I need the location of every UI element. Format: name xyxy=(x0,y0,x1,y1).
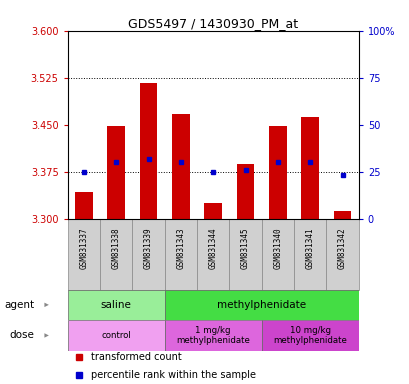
Text: methylphenidate: methylphenidate xyxy=(217,300,306,310)
FancyBboxPatch shape xyxy=(229,219,261,290)
Bar xyxy=(75,192,92,219)
FancyBboxPatch shape xyxy=(326,219,358,290)
Text: GSM831344: GSM831344 xyxy=(208,227,217,269)
FancyBboxPatch shape xyxy=(132,219,164,290)
FancyBboxPatch shape xyxy=(261,320,358,351)
FancyBboxPatch shape xyxy=(164,290,358,320)
FancyBboxPatch shape xyxy=(197,219,229,290)
Text: 10 mg/kg
methylphenidate: 10 mg/kg methylphenidate xyxy=(273,326,346,345)
Text: GSM831337: GSM831337 xyxy=(79,227,88,269)
FancyBboxPatch shape xyxy=(100,219,132,290)
Bar xyxy=(268,126,286,219)
FancyBboxPatch shape xyxy=(164,320,261,351)
Bar xyxy=(171,114,189,219)
Bar xyxy=(236,164,254,219)
Text: transformed count: transformed count xyxy=(91,352,181,362)
Text: GSM831343: GSM831343 xyxy=(176,227,185,269)
FancyBboxPatch shape xyxy=(164,219,197,290)
FancyBboxPatch shape xyxy=(67,290,164,320)
FancyBboxPatch shape xyxy=(261,219,293,290)
Bar xyxy=(204,203,222,219)
Bar xyxy=(301,117,318,219)
Text: saline: saline xyxy=(101,300,131,310)
FancyBboxPatch shape xyxy=(293,219,326,290)
Text: GSM831345: GSM831345 xyxy=(240,227,249,269)
Text: percentile rank within the sample: percentile rank within the sample xyxy=(91,370,255,380)
Text: GSM831341: GSM831341 xyxy=(305,227,314,269)
FancyBboxPatch shape xyxy=(67,219,100,290)
Text: GSM831342: GSM831342 xyxy=(337,227,346,269)
Bar xyxy=(139,83,157,219)
Bar xyxy=(107,126,125,219)
Text: dose: dose xyxy=(9,331,34,341)
Text: control: control xyxy=(101,331,131,340)
Bar xyxy=(333,211,351,219)
Text: GSM831340: GSM831340 xyxy=(273,227,282,269)
Text: 1 mg/kg
methylphenidate: 1 mg/kg methylphenidate xyxy=(176,326,249,345)
FancyBboxPatch shape xyxy=(67,320,164,351)
Text: GSM831338: GSM831338 xyxy=(111,227,120,269)
Title: GDS5497 / 1430930_PM_at: GDS5497 / 1430930_PM_at xyxy=(128,17,297,30)
Text: agent: agent xyxy=(4,300,34,310)
Text: GSM831339: GSM831339 xyxy=(144,227,153,269)
